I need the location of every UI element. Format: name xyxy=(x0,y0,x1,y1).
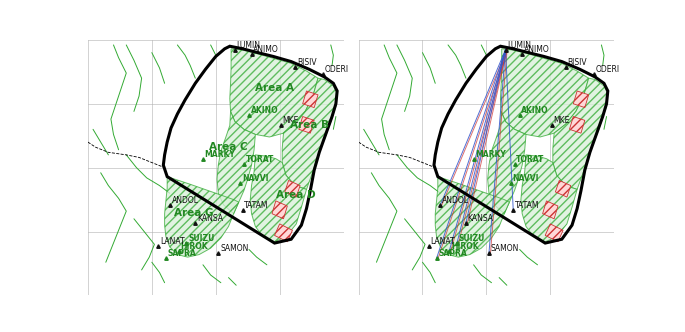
Polygon shape xyxy=(217,112,256,214)
Text: SUIZU: SUIZU xyxy=(459,234,485,243)
Text: Area A: Area A xyxy=(255,83,294,93)
Polygon shape xyxy=(299,117,314,133)
Polygon shape xyxy=(553,78,608,189)
Text: Area B: Area B xyxy=(290,120,329,130)
Text: AKINO: AKINO xyxy=(251,106,278,115)
Text: TATAM: TATAM xyxy=(245,201,269,210)
Polygon shape xyxy=(250,155,306,242)
Polygon shape xyxy=(285,180,300,197)
Text: SAMON: SAMON xyxy=(490,244,519,253)
Polygon shape xyxy=(229,49,318,137)
Text: BISIV: BISIV xyxy=(567,58,587,67)
Polygon shape xyxy=(164,177,239,257)
Text: ANDOL: ANDOL xyxy=(171,196,199,205)
Text: NAVVI: NAVVI xyxy=(242,174,269,183)
Text: TORAT: TORAT xyxy=(246,155,274,164)
Polygon shape xyxy=(573,91,588,108)
Polygon shape xyxy=(521,155,577,242)
Text: MKE: MKE xyxy=(553,117,570,125)
Text: Area G: Area G xyxy=(174,208,214,218)
Text: KANSA: KANSA xyxy=(468,213,494,222)
Text: MARKY: MARKY xyxy=(205,150,236,159)
Text: SAPRA: SAPRA xyxy=(168,249,197,258)
Text: ANDOL: ANDOL xyxy=(442,196,469,205)
Polygon shape xyxy=(303,91,318,108)
Text: ANIMO: ANIMO xyxy=(253,45,279,54)
Polygon shape xyxy=(435,177,510,257)
Polygon shape xyxy=(569,117,585,133)
Text: KANSA: KANSA xyxy=(197,213,223,222)
Text: Area C: Area C xyxy=(209,142,248,152)
Text: LANAT: LANAT xyxy=(431,237,456,246)
Text: MKE: MKE xyxy=(283,117,299,125)
Polygon shape xyxy=(501,49,588,137)
Text: MARKY: MARKY xyxy=(475,150,506,159)
Text: TATAM: TATAM xyxy=(515,201,540,210)
Text: ODERI: ODERI xyxy=(325,65,349,74)
Text: SAPRA: SAPRA xyxy=(438,249,467,258)
Text: ODERI: ODERI xyxy=(595,65,620,74)
Text: LUMIN: LUMIN xyxy=(237,41,261,49)
Text: TORAT: TORAT xyxy=(516,155,545,164)
Text: SUIZU: SUIZU xyxy=(188,234,214,243)
Text: LUMIN: LUMIN xyxy=(508,41,532,49)
Polygon shape xyxy=(543,201,558,219)
Text: HIROK: HIROK xyxy=(180,242,208,251)
Polygon shape xyxy=(275,224,292,242)
Text: NAVVI: NAVVI xyxy=(512,174,539,183)
Polygon shape xyxy=(282,78,337,189)
Text: SAMON: SAMON xyxy=(220,244,249,253)
Text: HIROK: HIROK xyxy=(451,242,479,251)
Text: BISIV: BISIV xyxy=(297,58,316,67)
Text: LANAT: LANAT xyxy=(160,237,185,246)
Text: ANIMO: ANIMO xyxy=(524,45,550,54)
Polygon shape xyxy=(545,224,563,242)
Polygon shape xyxy=(488,112,526,214)
Text: Area D: Area D xyxy=(277,190,316,200)
Polygon shape xyxy=(272,201,287,219)
Polygon shape xyxy=(556,180,571,197)
Text: AKINO: AKINO xyxy=(521,106,549,115)
